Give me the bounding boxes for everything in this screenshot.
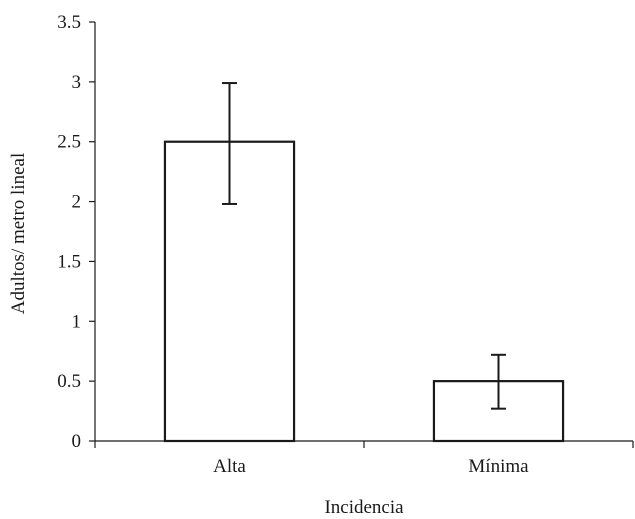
y-tick-label: 3.5 — [57, 12, 81, 33]
y-axis-title: Adultos/ metro lineal — [8, 153, 29, 314]
y-tick-label: 3 — [72, 72, 82, 93]
y-tick-label: 1.5 — [57, 251, 81, 272]
y-tick-label: 1 — [72, 311, 82, 332]
x-category-label: Alta — [213, 456, 246, 477]
y-tick-label: 0.5 — [57, 371, 81, 392]
bars-group — [163, 140, 565, 443]
y-tick-label: 2.5 — [57, 132, 81, 153]
error-bars-group — [222, 82, 506, 410]
x-axis-ticks: Alta Mínima — [94, 441, 634, 477]
x-category-label: Mínima — [468, 456, 529, 477]
x-axis-title: Incidencia — [324, 497, 404, 518]
y-tick-label: 2 — [72, 192, 82, 213]
y-axis-ticks: 0 0.5 1 1.5 2 2.5 3 3.5 — [57, 12, 95, 452]
y-tick-label: 0 — [72, 431, 82, 452]
